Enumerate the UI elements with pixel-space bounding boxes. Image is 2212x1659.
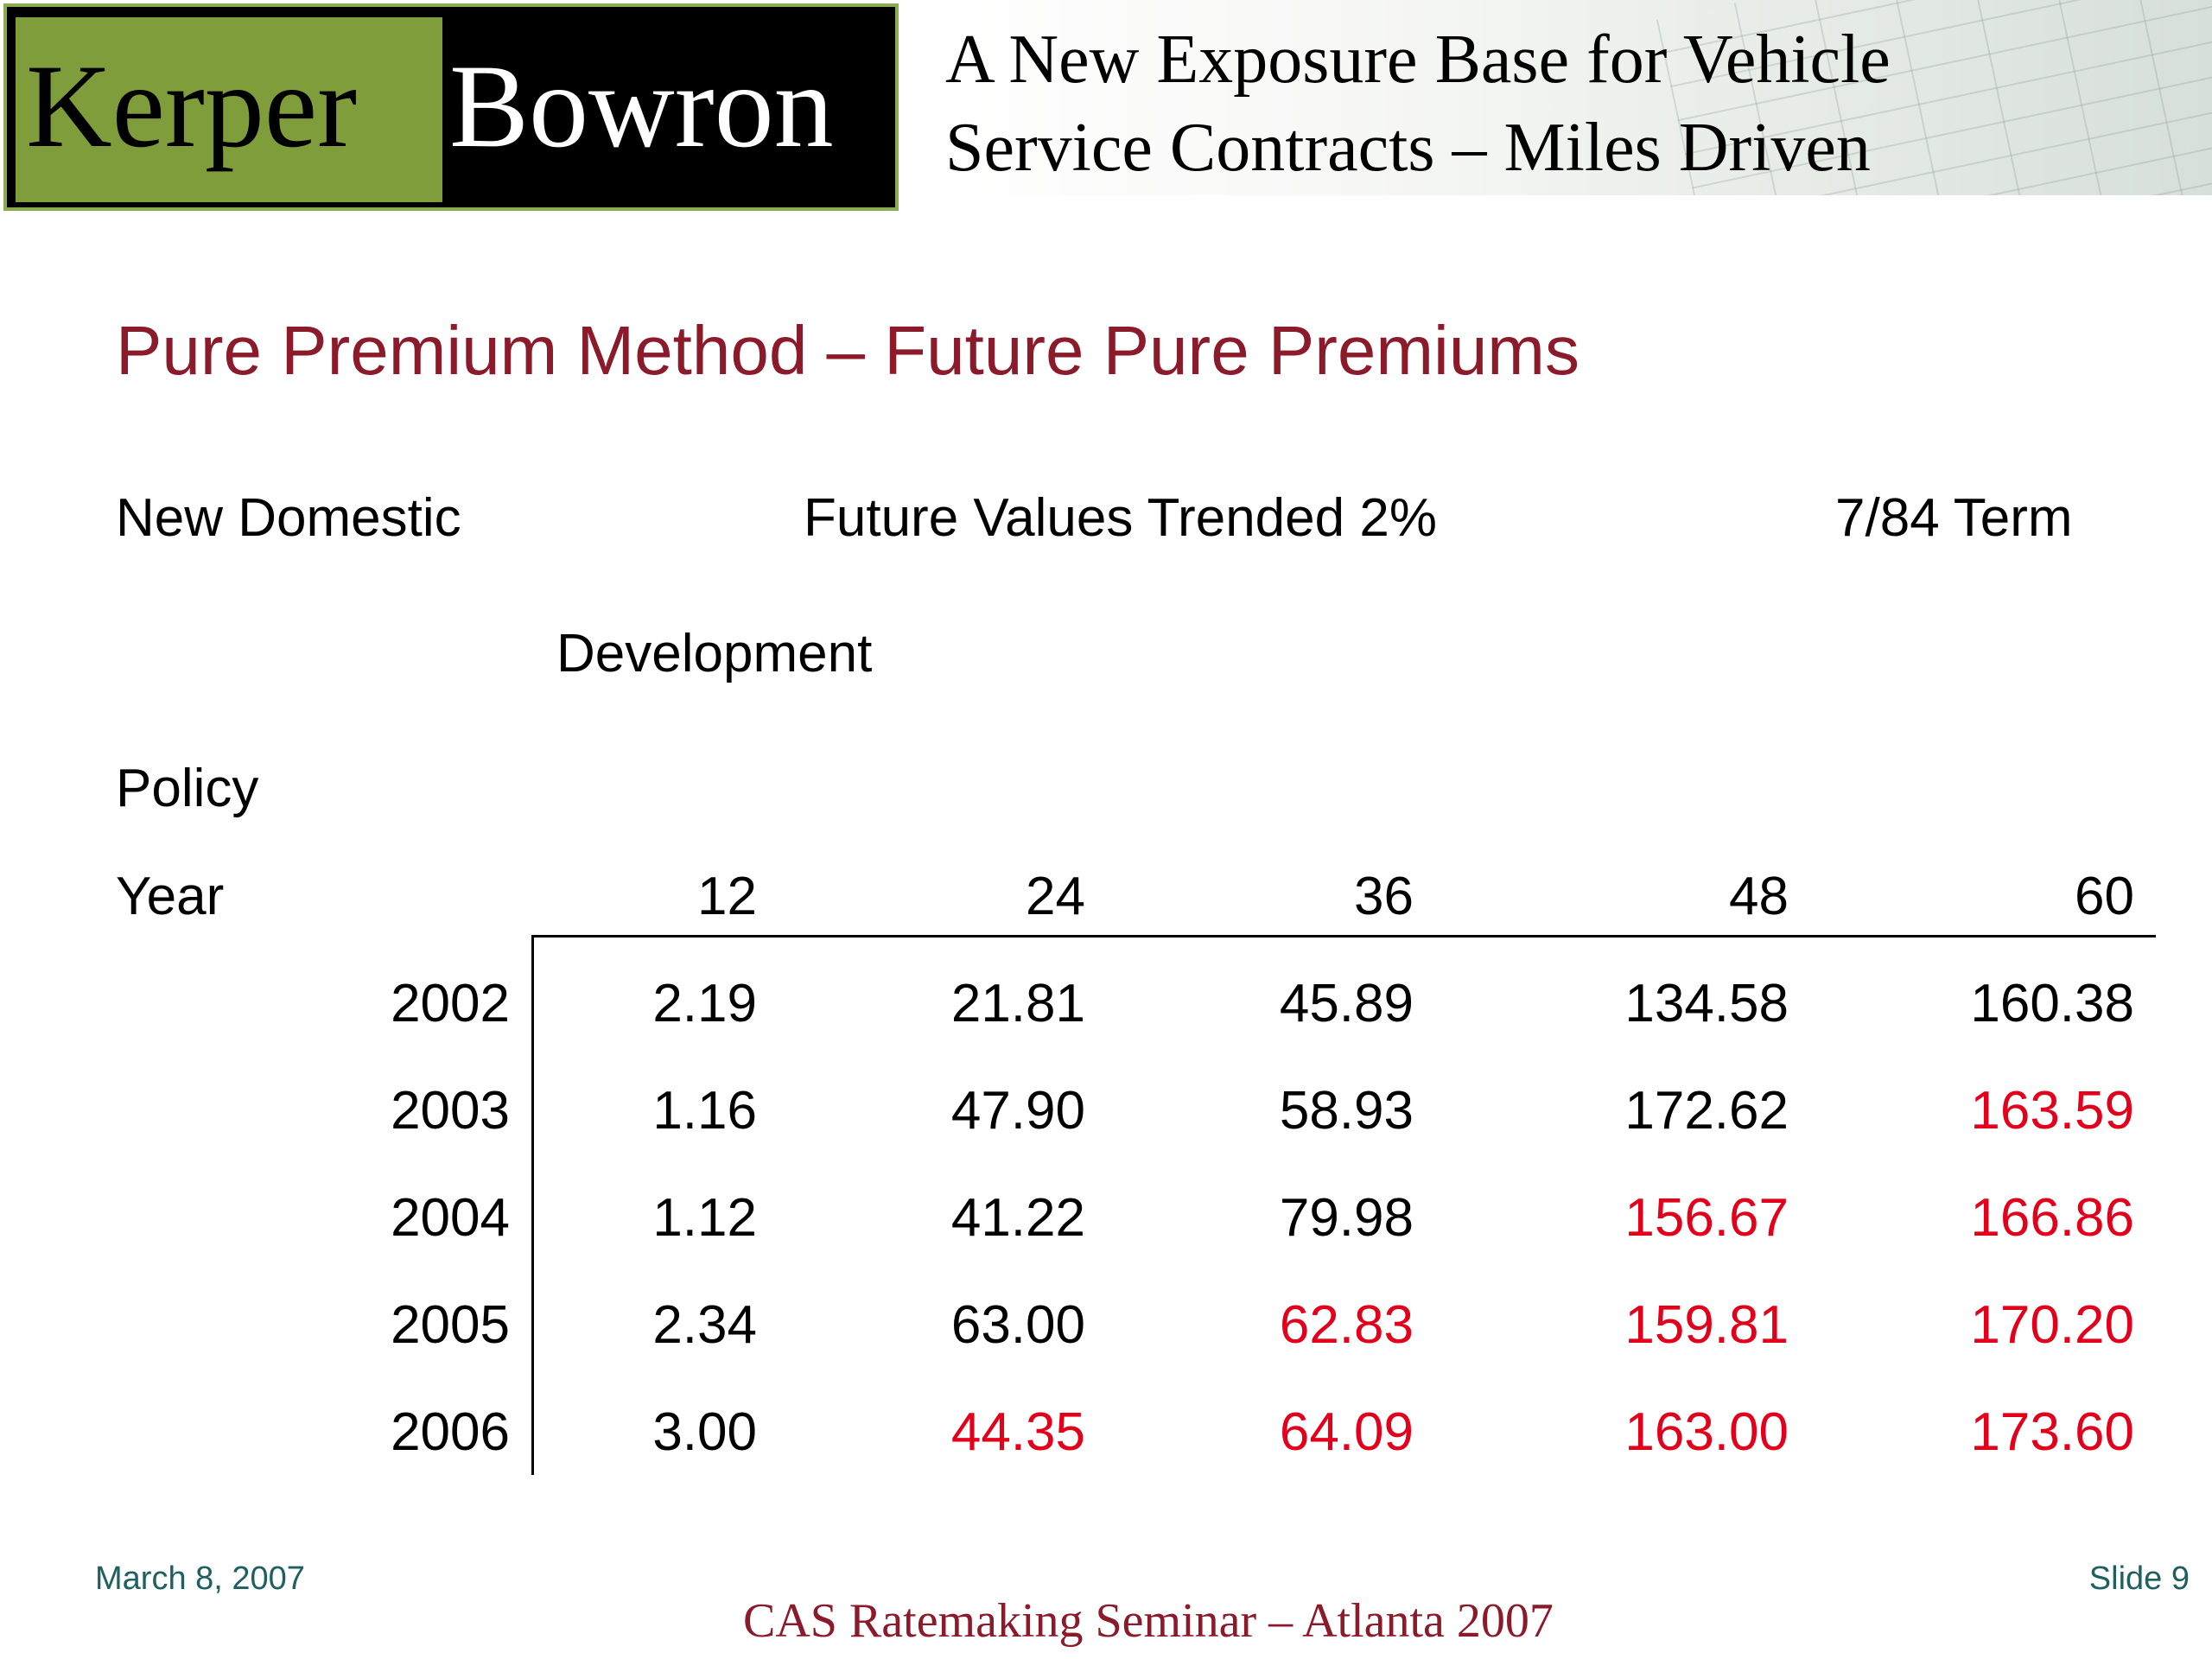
table-cell: 79.98 xyxy=(1279,1188,1414,1248)
footer-seminar-title: CAS Ratemaking Seminar – Atlanta 2007 xyxy=(743,1594,1554,1648)
table-cell: 160.38 xyxy=(1970,974,2134,1033)
table-cell: 163.59 xyxy=(1970,1081,2134,1141)
table-cell: 3.00 xyxy=(652,1402,757,1462)
label-future-values: Future Values Trended 2% xyxy=(804,488,1437,548)
table-cell: 156.67 xyxy=(1624,1188,1789,1248)
label-policy: Policy xyxy=(116,759,259,818)
table-cell: 64.09 xyxy=(1279,1402,1414,1462)
table-header-rule xyxy=(531,935,2156,938)
table-cell: 163.00 xyxy=(1624,1402,1789,1462)
column-header: 36 xyxy=(1354,867,1414,926)
table-cell: 62.83 xyxy=(1279,1295,1414,1355)
row-year-label: 2006 xyxy=(391,1402,510,1462)
table-cell: 172.62 xyxy=(1624,1081,1789,1141)
column-header: 60 xyxy=(2075,867,2134,926)
table-cell: 58.93 xyxy=(1279,1081,1414,1141)
label-year: Year xyxy=(116,867,225,926)
slide-number: Slide 9 xyxy=(2088,1560,2190,1597)
footer-date: March 8, 2007 xyxy=(95,1560,305,1597)
row-year-label: 2003 xyxy=(391,1081,510,1141)
kerper-bowron-logo: Kerper Bowron xyxy=(3,3,899,211)
presentation-title-line2: Service Contracts – Miles Driven xyxy=(945,110,1871,186)
slide-title: Pure Premium Method – Future Pure Premiu… xyxy=(116,312,1580,389)
row-year-label: 2004 xyxy=(391,1188,510,1248)
table-cell: 134.58 xyxy=(1624,974,1789,1033)
logo-bowron-text: Bowron xyxy=(449,40,834,172)
row-year-label: 2002 xyxy=(391,974,510,1033)
spreadsheet-background-image xyxy=(904,0,2212,195)
table-cell: 1.12 xyxy=(652,1188,757,1248)
row-year-label: 2005 xyxy=(391,1295,510,1355)
table-cell: 63.00 xyxy=(950,1295,1085,1355)
slide-header: Kerper Bowron A New Exposure Base for Ve… xyxy=(0,0,2212,214)
table-year-rule xyxy=(531,935,534,1475)
label-new-domestic: New Domestic xyxy=(116,488,461,548)
table-cell: 47.90 xyxy=(950,1081,1085,1141)
table-cell: 21.81 xyxy=(950,974,1085,1033)
table-cell: 44.35 xyxy=(950,1402,1085,1462)
column-header: 48 xyxy=(1729,867,1789,926)
logo-kerper-text: Kerper xyxy=(26,40,358,172)
logo-green-block xyxy=(16,17,442,202)
table-cell: 159.81 xyxy=(1624,1295,1789,1355)
table-cell: 45.89 xyxy=(1279,974,1414,1033)
label-development: Development xyxy=(556,624,873,683)
label-term: 7/84 Term xyxy=(1835,488,2073,548)
table-cell: 1.16 xyxy=(652,1081,757,1141)
table-cell: 2.34 xyxy=(652,1295,757,1355)
table-cell: 166.86 xyxy=(1970,1188,2134,1248)
table-cell: 41.22 xyxy=(950,1188,1085,1248)
table-cell: 170.20 xyxy=(1970,1295,2134,1355)
presentation-title-line1: A New Exposure Base for Vehicle xyxy=(945,22,1891,98)
column-header: 12 xyxy=(697,867,757,926)
table-cell: 173.60 xyxy=(1970,1402,2134,1462)
table-cell: 2.19 xyxy=(652,974,757,1033)
column-header: 24 xyxy=(1026,867,1085,926)
